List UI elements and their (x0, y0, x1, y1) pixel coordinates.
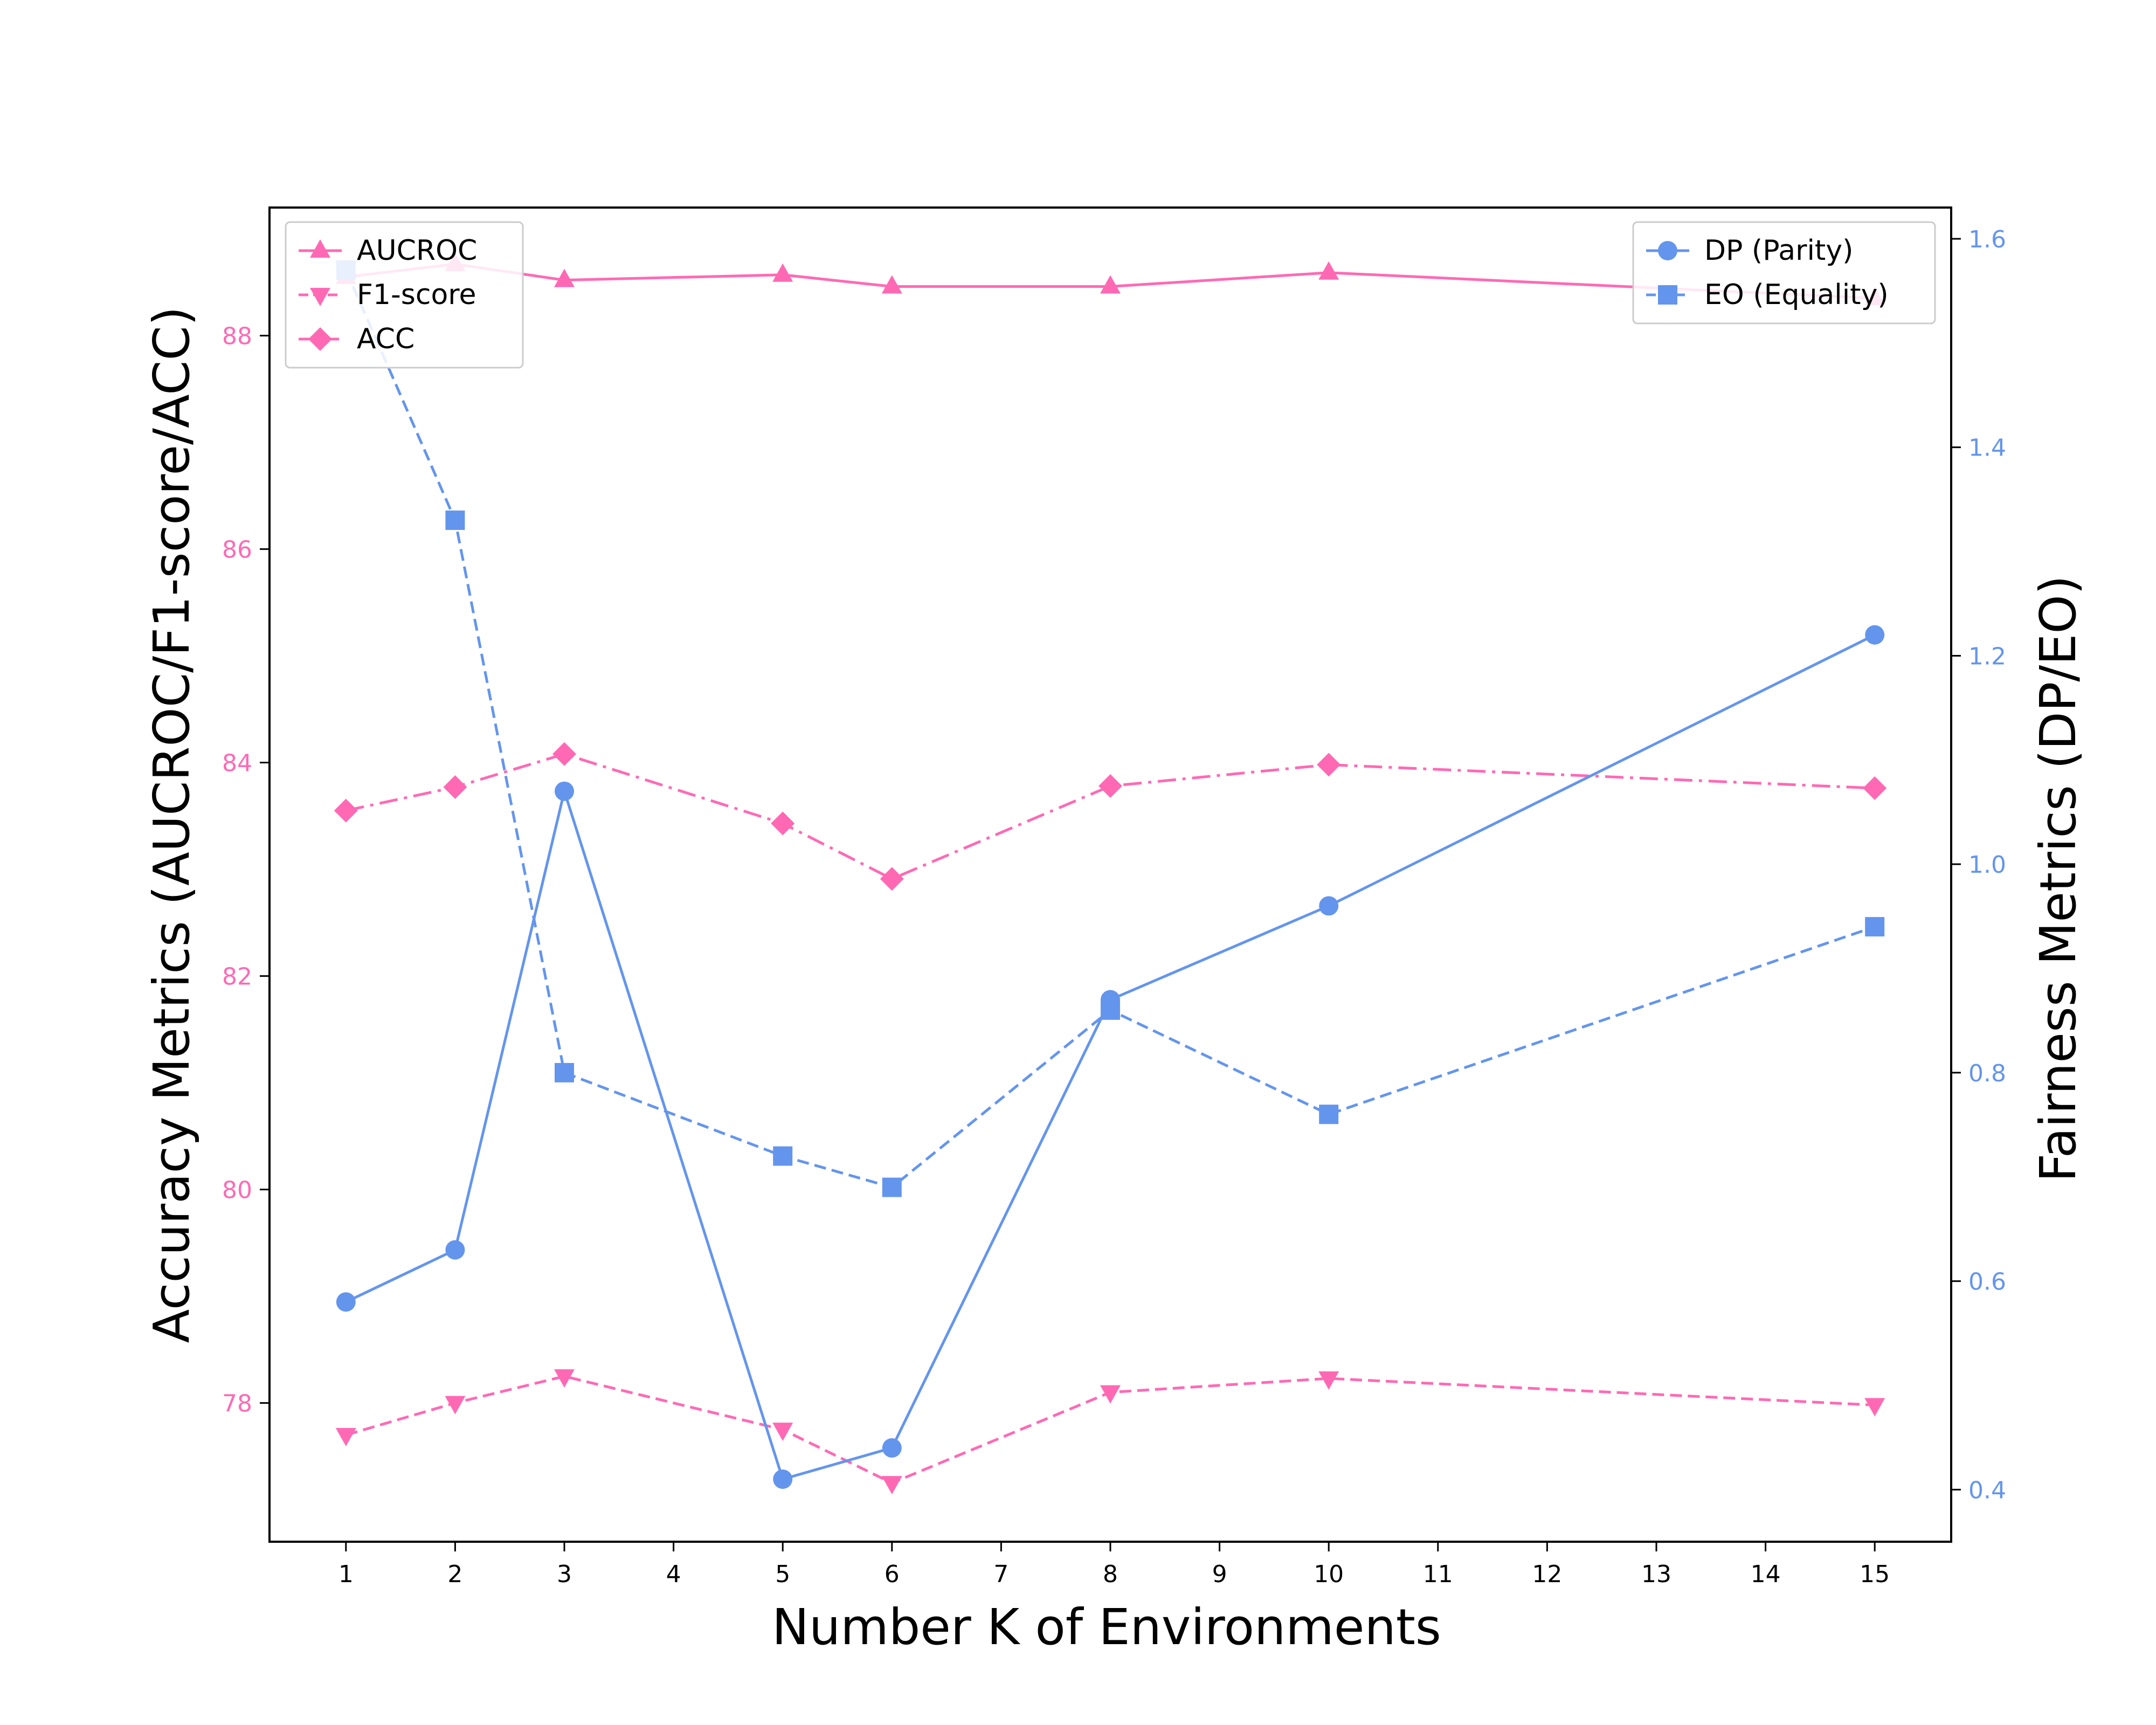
y-right-tick-label: 0.4 (1968, 1476, 2006, 1504)
data-point-f1-score (445, 1396, 466, 1414)
data-point-aucroc (1318, 261, 1339, 280)
data-point-eo-equality (882, 1177, 902, 1197)
y-axis-right-title: Fairness Metrics (DP/EO) (2029, 575, 2087, 1182)
x-axis-title: Number K of Environments (772, 1598, 1441, 1656)
y-right-tick-label: 1.0 (1968, 851, 2006, 879)
y-axis-left: 78 80 82 84 86 88 (222, 323, 270, 1418)
series-line-f1-score (345, 1375, 1875, 1485)
y-left-tick-label: 88 (222, 323, 252, 350)
data-point-eo-equality (1865, 917, 1885, 937)
data-point-acc (1098, 774, 1122, 798)
data-point-acc (1863, 776, 1887, 801)
data-point-f1-score (881, 1476, 902, 1495)
x-tick-label: 7 (993, 1561, 1008, 1588)
data-point-eo-equality (555, 1062, 575, 1082)
x-tick-label: 14 (1751, 1561, 1781, 1588)
y-left-tick-label: 84 (222, 750, 252, 777)
x-tick-label: 13 (1641, 1561, 1671, 1588)
legend-marker-aucroc (310, 239, 330, 258)
x-tick-label: 9 (1212, 1561, 1227, 1588)
x-tick-label: 2 (447, 1561, 462, 1588)
data-point-eo-equality (1319, 1105, 1339, 1124)
data-point-acc (880, 867, 904, 891)
data-point-aucroc (881, 275, 902, 294)
y-right-tick-label: 1.2 (1968, 643, 2006, 670)
series-line-dp-parity (345, 633, 1876, 1481)
y-left-tick-label: 82 (222, 963, 252, 991)
data-point-f1-score (1100, 1385, 1121, 1404)
legend-accuracy: AUCROC F1-score ACC (285, 221, 524, 369)
series-line-eo-equality (344, 270, 1875, 1189)
data-point-dp-parity (773, 1469, 793, 1489)
x-tick-label: 5 (775, 1561, 790, 1588)
data-point-acc (552, 742, 577, 766)
legend-label-f1-score: F1-score (357, 279, 476, 311)
legend-marker-acc (308, 327, 332, 351)
data-point-f1-score (772, 1423, 793, 1441)
data-point-acc (334, 798, 358, 823)
data-point-aucroc (554, 268, 575, 287)
data-point-acc (771, 811, 795, 836)
data-point-dp-parity (882, 1438, 902, 1458)
y-axis-left-title: Accuracy Metrics (AUCROC/F1-score/ACC) (143, 307, 201, 1343)
series-line-acc (345, 753, 1875, 881)
legend-label-acc: ACC (357, 323, 414, 355)
x-tick-label: 11 (1423, 1561, 1453, 1588)
legend-fairness: DP (Parity) EO (Equality) (1632, 221, 1936, 325)
data-point-acc (1317, 753, 1341, 777)
series-dp-parity (336, 625, 1885, 1489)
x-tick-label: 12 (1532, 1561, 1562, 1588)
x-tick-label: 1 (338, 1561, 354, 1588)
y-axis-right: 0.4 0.6 0.8 1.0 1.2 1.4 1.6 (1951, 226, 2006, 1504)
data-point-dp-parity (1865, 625, 1885, 645)
legend-marker-f1-score (310, 288, 330, 306)
data-point-f1-score (1318, 1371, 1339, 1390)
data-point-dp-parity (445, 1240, 465, 1260)
plot-area (268, 206, 1952, 1543)
x-tick-label: 6 (884, 1561, 900, 1588)
y-right-tick-label: 1.6 (1968, 226, 2006, 253)
data-point-dp-parity (555, 781, 575, 801)
legend-marker-dp-parity (1658, 241, 1677, 260)
data-point-acc (443, 775, 467, 799)
y-right-tick-label: 0.6 (1968, 1268, 2006, 1296)
y-left-tick-label: 78 (222, 1390, 252, 1418)
legend-box (1632, 221, 1936, 325)
x-axis: 1 2 3 4 5 6 7 8 9 10 11 12 13 14 15 (338, 1542, 1890, 1588)
data-point-f1-score (335, 1428, 356, 1446)
data-point-dp-parity (336, 1292, 356, 1312)
data-point-eo-equality (445, 510, 465, 530)
data-point-dp-parity (1319, 896, 1339, 916)
legend-label-dp-parity: DP (Parity) (1704, 234, 1853, 267)
x-tick-label: 10 (1314, 1561, 1344, 1588)
series-layer (334, 252, 1887, 1495)
series-eo-equality (336, 260, 1885, 1197)
legend-box (285, 221, 524, 369)
data-point-f1-score (1864, 1398, 1885, 1417)
data-point-f1-score (554, 1369, 575, 1388)
y-left-tick-label: 86 (222, 536, 252, 564)
legend-label-eo-equality: EO (Equality) (1704, 279, 1889, 311)
x-tick-label: 3 (557, 1561, 572, 1588)
plot-frame (268, 206, 1952, 1543)
legend-marker-eo-equality (1658, 285, 1677, 305)
x-tick-label: 15 (1860, 1561, 1890, 1588)
data-point-eo-equality (773, 1146, 793, 1166)
data-point-aucroc (772, 263, 793, 282)
x-tick-label: 8 (1103, 1561, 1118, 1588)
data-point-eo-equality (1101, 1000, 1120, 1020)
series-acc (334, 742, 1887, 891)
series-f1-score (335, 1369, 1885, 1495)
y-right-tick-label: 0.8 (1968, 1060, 2006, 1087)
data-point-aucroc (1100, 275, 1121, 294)
legend-label-aucroc: AUCROC (357, 234, 477, 267)
y-right-tick-label: 1.4 (1968, 434, 2006, 462)
y-left-tick-label: 80 (222, 1177, 252, 1204)
x-tick-label: 4 (666, 1561, 681, 1588)
